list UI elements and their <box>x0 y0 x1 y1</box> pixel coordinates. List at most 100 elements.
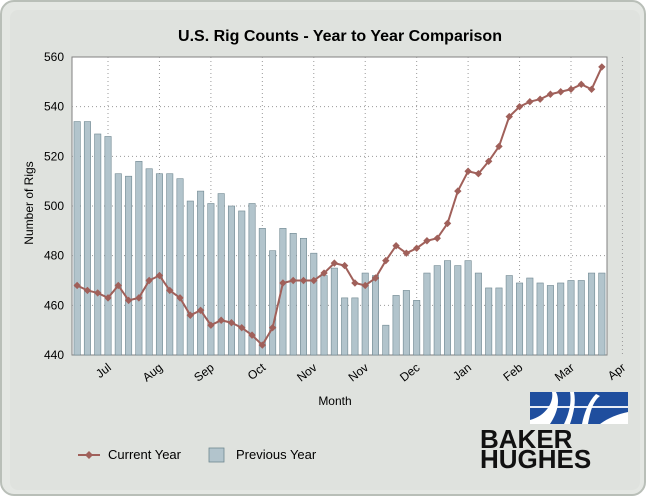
bar-previous-year <box>166 173 174 356</box>
point-current-year <box>310 276 318 285</box>
point-current-year <box>330 259 339 267</box>
point-current-year <box>299 276 308 285</box>
point-current-year <box>454 187 462 195</box>
bar-previous-year <box>114 173 122 356</box>
point-current-year <box>598 63 606 71</box>
bar-previous-year <box>155 173 163 356</box>
point-current-year <box>484 157 493 166</box>
point-current-year <box>238 323 246 332</box>
point-current-year <box>289 276 297 285</box>
point-current-year <box>207 321 215 329</box>
point-current-year <box>505 112 513 121</box>
point-current-year <box>526 97 534 106</box>
point-current-year <box>258 341 267 349</box>
bar-previous-year <box>516 282 524 356</box>
point-current-year <box>443 219 452 228</box>
bar-previous-year <box>258 228 266 356</box>
point-current-year <box>248 331 256 339</box>
bar-previous-year <box>382 324 390 356</box>
point-current-year <box>114 281 123 290</box>
bar-previous-year <box>567 280 575 356</box>
x-axis-label: Month <box>318 394 352 408</box>
y-tick-label: 460 <box>44 298 64 312</box>
bar-previous-year <box>176 178 184 356</box>
bar-previous-year <box>598 272 606 356</box>
bar-previous-year <box>505 275 513 356</box>
legend-previous-year-swatch <box>208 447 225 463</box>
bar-previous-year <box>351 297 359 356</box>
point-current-year <box>361 281 369 290</box>
bar-previous-year <box>372 275 379 356</box>
point-current-year <box>73 281 81 290</box>
point-current-year <box>392 242 400 250</box>
bar-previous-year <box>464 260 472 356</box>
bar-previous-year <box>361 272 369 356</box>
bar-previous-year <box>392 295 400 356</box>
bar-previous-year <box>83 121 91 356</box>
bar-previous-year <box>289 233 297 356</box>
x-tick-label: Oct <box>245 360 269 383</box>
point-current-year <box>196 306 205 315</box>
point-current-year <box>268 323 277 332</box>
bar-previous-year <box>330 267 338 356</box>
y-tick-label: 540 <box>44 100 64 114</box>
bar-previous-year <box>402 290 410 356</box>
bar-previous-year <box>485 287 493 356</box>
point-current-year <box>279 279 287 287</box>
point-current-year <box>351 279 359 287</box>
logo-text-hughes: HUGHES <box>480 444 592 474</box>
point-current-year <box>577 80 585 89</box>
bar-previous-year <box>546 285 554 356</box>
y-tick-label: 560 <box>44 50 64 64</box>
point-current-year <box>124 296 133 305</box>
point-current-year <box>145 276 153 285</box>
point-current-year <box>94 289 102 297</box>
bar-previous-year <box>125 175 133 356</box>
bar-previous-year <box>557 282 565 356</box>
point-current-year <box>186 311 195 319</box>
x-tick-label: Apr <box>605 360 628 383</box>
legend-current-year-label: Current Year <box>108 447 181 462</box>
bar-previous-year <box>413 300 421 356</box>
point-current-year <box>320 269 328 277</box>
point-current-year <box>464 167 472 175</box>
point-current-year <box>587 85 596 93</box>
bar-previous-year <box>104 136 112 356</box>
bar-previous-year <box>423 272 431 356</box>
x-tick-label: Sep <box>191 360 217 384</box>
bar-previous-year <box>526 277 534 356</box>
logo-text-baker: BAKER <box>480 424 573 454</box>
bar-previous-year <box>320 275 328 356</box>
x-tick-label: Jan <box>450 360 474 383</box>
point-current-year <box>515 102 524 111</box>
bar-previous-year <box>135 161 143 356</box>
point-current-year <box>546 90 555 98</box>
chart-title: U.S. Rig Counts - Year to Year Compariso… <box>178 28 502 45</box>
bar-previous-year <box>186 200 194 356</box>
point-current-year <box>474 170 483 178</box>
bar-previous-year <box>444 260 452 356</box>
legend-current-year-marker <box>85 451 93 459</box>
bar-previous-year <box>495 287 503 356</box>
logo-mark-icon <box>530 392 628 424</box>
bar-previous-year <box>454 265 462 356</box>
bar-previous-year <box>588 272 596 356</box>
baker-hughes-logo: BAKER HUGHES <box>480 392 630 472</box>
point-current-year <box>412 244 421 252</box>
point-current-year <box>227 319 236 327</box>
x-tick-label: Aug <box>140 360 165 384</box>
bar-previous-year <box>94 133 102 356</box>
bar-previous-year <box>73 121 81 356</box>
bar-previous-year <box>238 210 246 356</box>
x-tick-label: Nov <box>346 360 371 384</box>
bar-previous-year <box>433 265 441 356</box>
point-current-year <box>536 95 544 103</box>
x-tick-label: Mar <box>552 360 577 384</box>
bar-previous-year <box>310 252 318 356</box>
bar-previous-year <box>145 168 153 356</box>
y-tick-label: 480 <box>44 249 64 263</box>
bar-previous-year <box>217 193 225 356</box>
y-tick-label: 520 <box>44 149 64 163</box>
point-current-year <box>556 88 565 96</box>
point-current-year <box>217 316 225 324</box>
